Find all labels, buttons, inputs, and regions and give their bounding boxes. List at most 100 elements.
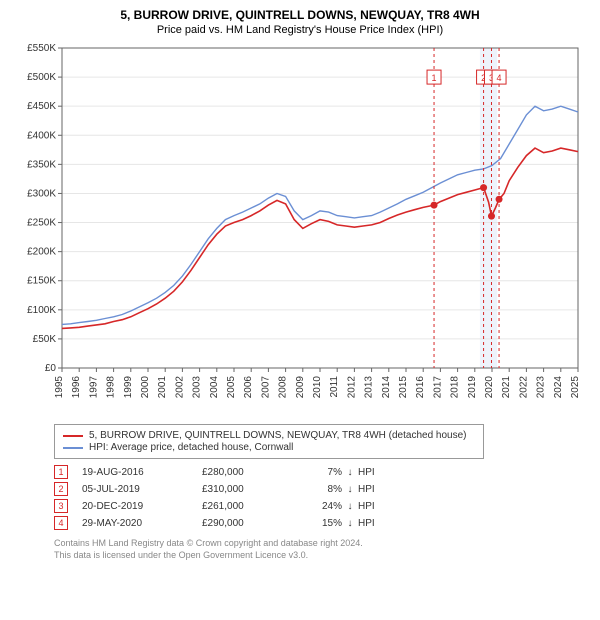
- y-tick-label: £50K: [33, 334, 57, 345]
- y-tick-label: £350K: [27, 159, 56, 170]
- down-arrow-icon: ↓: [342, 467, 358, 478]
- y-tick-label: £0: [45, 363, 57, 374]
- down-arrow-icon: ↓: [342, 518, 358, 529]
- sale-hpi-label: HPI: [358, 518, 388, 529]
- legend-swatch: [63, 435, 83, 437]
- x-tick-label: 2023: [536, 376, 547, 399]
- y-tick-label: £550K: [27, 43, 56, 54]
- sale-hpi-label: HPI: [358, 467, 388, 478]
- x-tick-label: 2004: [209, 376, 220, 399]
- sales-table: 119-AUG-2016£280,0007%↓HPI205-JUL-2019£3…: [54, 465, 590, 530]
- chart-container: 5, BURROW DRIVE, QUINTRELL DOWNS, NEWQUA…: [0, 0, 600, 569]
- x-tick-label: 2011: [329, 376, 340, 398]
- title-line2: Price paid vs. HM Land Registry's House …: [10, 24, 590, 36]
- footer-attribution: Contains HM Land Registry data © Crown c…: [54, 538, 590, 561]
- x-tick-label: 2013: [364, 376, 375, 399]
- sale-pct: 15%: [292, 518, 342, 529]
- sale-price: £310,000: [202, 484, 292, 495]
- x-tick-label: 1995: [54, 376, 65, 399]
- sale-index-box: 3: [54, 499, 68, 513]
- x-tick-label: 2018: [450, 376, 461, 399]
- x-tick-label: 2008: [278, 376, 289, 399]
- sale-marker-dot: [431, 202, 438, 209]
- x-tick-label: 2007: [260, 376, 271, 399]
- y-tick-label: £250K: [27, 218, 56, 229]
- down-arrow-icon: ↓: [342, 484, 358, 495]
- legend-row: 5, BURROW DRIVE, QUINTRELL DOWNS, NEWQUA…: [63, 430, 475, 441]
- sale-price: £261,000: [202, 501, 292, 512]
- sales-row: 2 05-JUL-2019£310,0008%↓HPI: [54, 482, 590, 496]
- x-tick-label: 2002: [174, 376, 185, 399]
- legend-swatch: [63, 447, 83, 449]
- x-tick-label: 2010: [312, 376, 323, 399]
- x-tick-label: 2000: [140, 376, 151, 399]
- sale-date: 05-JUL-2019: [82, 484, 202, 495]
- sales-row: 4 29-MAY-2020£290,00015%↓HPI: [54, 516, 590, 530]
- sale-index: 2: [58, 484, 63, 494]
- series-hpi: [62, 106, 578, 324]
- sales-row: 1 19-AUG-2016£280,0007%↓HPI: [54, 465, 590, 479]
- x-tick-label: 2020: [484, 376, 495, 399]
- sale-hpi-label: HPI: [358, 501, 388, 512]
- footer-line2: This data is licensed under the Open Gov…: [54, 550, 590, 562]
- sale-marker-dot: [480, 184, 487, 191]
- sale-index-box: 2: [54, 482, 68, 496]
- x-tick-label: 2015: [398, 376, 409, 399]
- sale-marker-dot: [488, 213, 495, 220]
- legend-row: HPI: Average price, detached house, Corn…: [63, 442, 475, 453]
- x-tick-label: 2005: [226, 376, 237, 399]
- x-tick-label: 2001: [157, 376, 168, 399]
- x-tick-label: 2017: [432, 376, 443, 399]
- x-tick-label: 2006: [243, 376, 254, 399]
- sale-pct: 24%: [292, 501, 342, 512]
- sale-marker-dot: [496, 196, 503, 203]
- sale-hpi-label: HPI: [358, 484, 388, 495]
- sale-index: 4: [58, 518, 63, 528]
- sale-marker-number: 4: [497, 73, 502, 83]
- x-tick-label: 2019: [467, 376, 478, 399]
- title-block: 5, BURROW DRIVE, QUINTRELL DOWNS, NEWQUA…: [10, 8, 590, 36]
- title-line1: 5, BURROW DRIVE, QUINTRELL DOWNS, NEWQUA…: [10, 8, 590, 22]
- sale-price: £290,000: [202, 518, 292, 529]
- sale-date: 29-MAY-2020: [82, 518, 202, 529]
- series-property: [62, 148, 578, 328]
- x-tick-label: 1996: [71, 376, 82, 399]
- legend-label: HPI: Average price, detached house, Corn…: [89, 442, 293, 453]
- footer-line1: Contains HM Land Registry data © Crown c…: [54, 538, 590, 550]
- x-tick-label: 1997: [88, 376, 99, 399]
- down-arrow-icon: ↓: [342, 501, 358, 512]
- legend-box: 5, BURROW DRIVE, QUINTRELL DOWNS, NEWQUA…: [54, 424, 484, 459]
- x-tick-label: 2024: [553, 376, 564, 399]
- sale-index: 3: [58, 501, 63, 511]
- y-tick-label: £150K: [27, 276, 56, 287]
- y-tick-label: £200K: [27, 247, 56, 258]
- sale-index-box: 4: [54, 516, 68, 530]
- x-tick-label: 2012: [346, 376, 357, 399]
- sales-row: 3 20-DEC-2019£261,00024%↓HPI: [54, 499, 590, 513]
- sale-price: £280,000: [202, 467, 292, 478]
- sale-pct: 8%: [292, 484, 342, 495]
- x-tick-label: 1998: [106, 376, 117, 399]
- legend-label: 5, BURROW DRIVE, QUINTRELL DOWNS, NEWQUA…: [89, 430, 467, 441]
- x-tick-label: 2016: [415, 376, 426, 399]
- sale-date: 19-AUG-2016: [82, 467, 202, 478]
- x-tick-label: 2014: [381, 376, 392, 399]
- y-tick-label: £400K: [27, 130, 56, 141]
- x-tick-label: 2009: [295, 376, 306, 399]
- y-tick-label: £300K: [27, 188, 56, 199]
- sale-index: 1: [58, 467, 63, 477]
- x-tick-label: 2022: [518, 376, 529, 399]
- x-tick-label: 2021: [501, 376, 512, 399]
- chart-svg: £0 £50K £100K £150K £200K £250K £300K £350K £400…: [10, 42, 590, 422]
- x-tick-label: 2025: [570, 376, 581, 399]
- x-tick-label: 1999: [123, 376, 134, 399]
- sale-marker-number: 1: [432, 73, 437, 83]
- chart-area: £0 £50K £100K £150K £200K £250K £300K £350K £400…: [10, 42, 590, 422]
- plot-border: [62, 48, 578, 368]
- sale-index-box: 1: [54, 465, 68, 479]
- y-tick-label: £450K: [27, 101, 56, 112]
- sale-pct: 7%: [292, 467, 342, 478]
- y-tick-label: £100K: [27, 305, 56, 316]
- sale-date: 20-DEC-2019: [82, 501, 202, 512]
- x-tick-label: 2003: [192, 376, 203, 399]
